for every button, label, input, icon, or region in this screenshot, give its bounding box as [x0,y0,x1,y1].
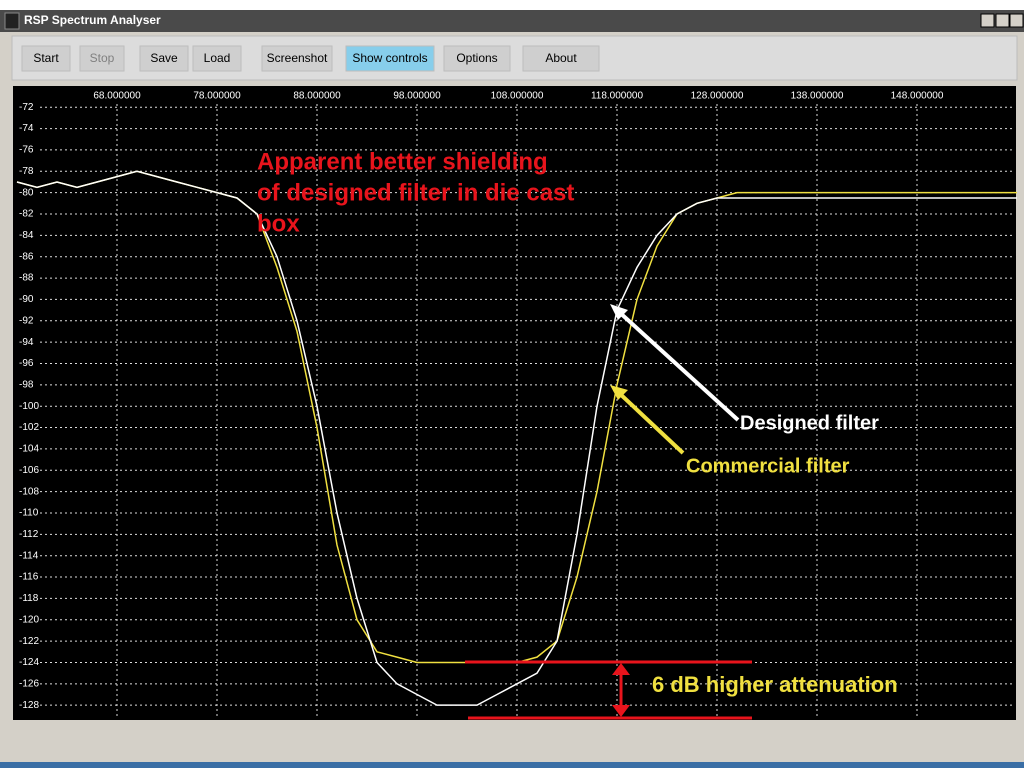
y-tick-label: -78 [19,166,34,177]
arrow-head [610,304,628,320]
y-tick-label: -120 [19,614,39,625]
toolbar-button[interactable]: Stop [79,45,125,72]
button-face [261,45,333,72]
x-tick-label: 98.000000 [393,91,441,102]
y-tick-label: -100 [19,401,39,412]
y-tick-label: -72 [19,102,34,113]
y-tick-label: -114 [19,550,39,561]
annotation: Designed filter [740,412,879,434]
y-tick-label: -98 [19,379,34,390]
toolbar-button[interactable]: Screenshot [261,45,333,72]
x-tick-label: 108.000000 [491,91,544,102]
app-icon [4,12,20,30]
window-controls [980,13,1024,28]
arrow-head [612,663,630,675]
x-tick-label: 138.000000 [791,91,844,102]
annotation: Apparent better shielding [257,148,548,175]
x-tick-label: 118.000000 [591,91,644,102]
button-face [522,45,600,72]
arrow-head [610,385,628,400]
button-label: Screenshot [267,51,328,65]
y-tick-label: -74 [19,123,34,134]
y-tick-label: -106 [19,465,39,476]
button-face [192,45,242,72]
button-label: About [545,51,577,65]
y-tick-label: -110 [19,508,39,519]
button-face [139,45,189,72]
arrow [616,309,740,422]
y-tick-label: -122 [19,636,39,647]
y-tick-label: -88 [19,273,34,284]
spectrum-trace [16,170,1017,706]
y-tick-label: -128 [19,700,39,711]
toolbar-button[interactable]: About [522,45,600,72]
y-tick-label: -124 [19,657,39,668]
button-label: Show controls [352,51,427,65]
toolbar-button[interactable]: Load [192,45,242,72]
annotation: 6 dB higher attenuation [652,672,898,697]
y-tick-label: -90 [19,294,34,305]
button-face [79,45,125,72]
toolbar-button[interactable]: Start [21,45,71,72]
button-label: Options [456,51,497,65]
y-tick-label: -94 [19,337,34,348]
y-tick-label: -86 [19,251,34,262]
desktop [0,762,1024,768]
plot-area [13,86,1016,720]
arrow [616,390,685,455]
button-label: Load [204,51,231,65]
maximize[interactable] [995,13,1010,28]
x-tick-label: 148.000000 [891,91,944,102]
y-tick-label: -104 [19,444,39,455]
x-tick-label: 128.000000 [691,91,744,102]
toolbar-button[interactable]: Options [443,45,511,72]
window-title: RSP Spectrum Analyser [24,13,161,27]
annotation: box [257,210,300,237]
button-face [443,45,511,72]
minimize[interactable] [980,13,995,28]
y-tick-label: -118 [19,593,39,604]
title-bar [0,10,1024,32]
button-label: Stop [90,51,115,65]
toolbar-button[interactable]: Show controls [345,45,435,72]
y-tick-label: -108 [19,486,39,497]
y-tick-label: -102 [19,422,39,433]
annotation: Commercial filter [686,455,850,477]
plot: 68.000000 78.000000 88.000000 98.000000 108.… [16,91,1017,720]
background-window [0,0,1024,10]
y-tick-label: -92 [19,315,34,326]
toolbar-button[interactable]: Save [139,45,189,72]
button-label: Start [33,51,59,65]
y-tick-label: -80 [19,187,34,198]
button-label: Save [150,51,178,65]
arrow-head [612,705,630,717]
x-tick-label: 78.000000 [193,91,241,102]
button-face [21,45,71,72]
y-tick-label: -112 [19,529,39,540]
annotation: of designed filter in die cast [257,179,574,206]
button-face [345,45,435,72]
x-tick-label: 68.000000 [93,91,141,102]
y-tick-label: -76 [19,145,34,156]
close[interactable] [1009,13,1024,28]
y-tick-label: -84 [19,230,34,241]
y-tick-label: -126 [19,678,39,689]
y-tick-label: -96 [19,358,34,369]
x-tick-label: 88.000000 [293,91,341,102]
y-tick-label: -82 [19,209,34,220]
y-tick-label: -116 [19,572,39,583]
